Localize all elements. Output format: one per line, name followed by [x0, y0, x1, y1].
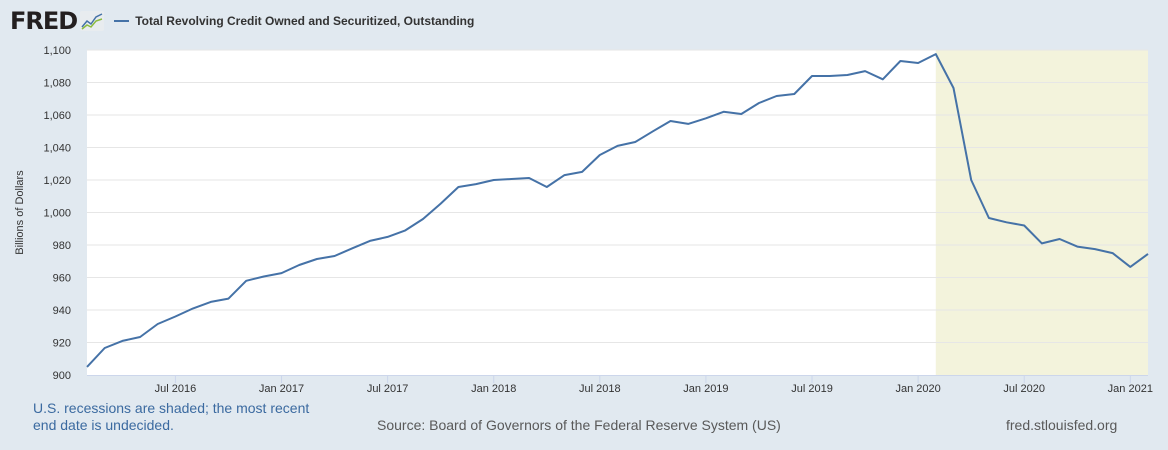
- series-line: [86, 53, 1149, 368]
- data-point: [1093, 247, 1097, 251]
- y-tick-label: 1,040: [43, 143, 71, 155]
- y-tick-label: 900: [53, 370, 71, 382]
- data-point: [333, 254, 337, 258]
- data-point: [138, 335, 142, 339]
- legend-label: Total Revolving Credit Owned and Securit…: [135, 14, 475, 28]
- data-point: [722, 110, 726, 114]
- x-tick-label: Jan 2018: [471, 383, 516, 395]
- data-point: [651, 129, 655, 133]
- data-point: [598, 153, 602, 157]
- data-point: [527, 176, 531, 180]
- data-point: [456, 185, 460, 189]
- data-point: [156, 322, 160, 326]
- data-point: [439, 202, 443, 206]
- data-point: [244, 279, 248, 283]
- data-point: [509, 177, 513, 181]
- data-point: [669, 119, 673, 123]
- x-tick-label: Jul 2019: [791, 383, 833, 395]
- data-point: [881, 77, 885, 81]
- y-tick-label: 1,060: [43, 110, 71, 122]
- data-point: [969, 178, 973, 182]
- x-tick-label: Jul 2016: [155, 383, 197, 395]
- recession-note: U.S. recessions are shaded; the most rec…: [33, 400, 310, 433]
- y-tick-label: 1,000: [43, 208, 71, 220]
- data-point: [173, 315, 177, 319]
- source-text: Source: Board of Governors of the Federa…: [377, 417, 781, 433]
- data-point: [757, 101, 761, 105]
- line-chart: 900 920 940 960 980 1,000 1,020 1,040 1,060 1,080…: [14, 45, 1153, 395]
- line-graph-icon: [80, 11, 105, 31]
- x-tick-label: Jul 2020: [1003, 383, 1045, 395]
- data-point: [421, 217, 425, 221]
- data-point: [739, 112, 743, 116]
- site-link[interactable]: fred.stlouisfed.org: [1006, 417, 1118, 433]
- data-point: [1146, 252, 1150, 256]
- y-tick-label: 960: [53, 273, 71, 285]
- data-point: [704, 116, 708, 120]
- data-point: [85, 365, 89, 369]
- x-tick-label: Jan 2019: [683, 383, 728, 395]
- data-point: [403, 228, 407, 232]
- data-point: [209, 300, 213, 304]
- data-point: [951, 86, 955, 90]
- data-point: [580, 170, 584, 174]
- chart-header: FRED Total Revolving Credit Owned and Se…: [10, 8, 474, 34]
- data-point: [368, 239, 372, 243]
- x-tick-label: Jan 2017: [259, 383, 304, 395]
- y-tick-label: 1,020: [43, 175, 71, 187]
- data-point: [934, 52, 938, 56]
- data-point: [562, 173, 566, 177]
- data-point: [280, 271, 284, 275]
- data-point: [226, 297, 230, 301]
- data-point: [545, 185, 549, 189]
- data-point: [1075, 245, 1079, 249]
- data-point: [828, 74, 832, 78]
- data-point: [1111, 251, 1115, 255]
- legend-item[interactable]: Total Revolving Credit Owned and Securit…: [114, 14, 474, 28]
- data-point: [1040, 241, 1044, 245]
- data-point: [1058, 237, 1062, 241]
- data-point: [916, 61, 920, 65]
- x-tick-label: Jan 2020: [895, 383, 940, 395]
- data-point: [386, 235, 390, 239]
- data-point: [315, 257, 319, 261]
- data-point: [1022, 224, 1026, 228]
- data-point: [350, 246, 354, 250]
- data-point: [1005, 220, 1009, 224]
- data-point: [898, 59, 902, 63]
- data-point: [492, 178, 496, 182]
- y-tick-label: 1,080: [43, 78, 71, 90]
- data-point: [120, 339, 124, 343]
- data-point: [845, 73, 849, 77]
- data-point: [103, 346, 107, 350]
- x-tick-label: Jul 2018: [579, 383, 621, 395]
- y-tick-label: 1,100: [43, 45, 71, 57]
- y-tick-label: 980: [53, 240, 71, 252]
- data-point: [616, 144, 620, 148]
- legend-line-swatch: [114, 20, 130, 22]
- data-point: [297, 263, 301, 267]
- data-point: [863, 69, 867, 73]
- data-point: [686, 122, 690, 126]
- data-point: [633, 140, 637, 144]
- y-tick-label: 920: [53, 338, 71, 350]
- data-point: [810, 74, 814, 78]
- y-axis-label: Billions of Dollars: [14, 170, 26, 255]
- data-point: [1128, 265, 1132, 269]
- x-tick-label: Jul 2017: [367, 383, 409, 395]
- data-point: [262, 275, 266, 279]
- data-point: [191, 306, 195, 310]
- data-point: [987, 216, 991, 220]
- x-tick-label: Jan 2021: [1108, 383, 1153, 395]
- fred-logo[interactable]: FRED: [10, 7, 78, 35]
- data-point: [775, 94, 779, 98]
- data-point: [792, 92, 796, 96]
- y-tick-label: 940: [53, 305, 71, 317]
- data-point: [474, 182, 478, 186]
